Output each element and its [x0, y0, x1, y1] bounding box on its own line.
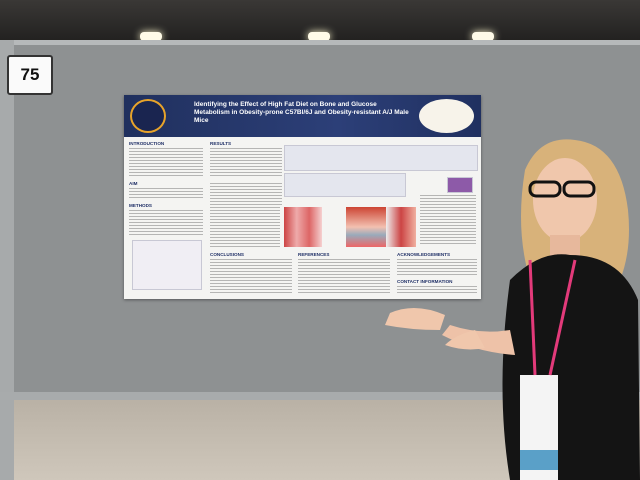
presenter	[385, 139, 640, 480]
lanyard	[528, 259, 537, 376]
hand	[445, 330, 485, 350]
section-heading: CONTACT INFORMATION	[397, 279, 453, 284]
glasses	[562, 180, 596, 198]
figure	[284, 173, 406, 197]
lanyard	[548, 259, 577, 376]
poster-header: Identifying the Effect of High Fat Diet …	[124, 95, 481, 137]
board-post	[0, 40, 14, 480]
poster: Identifying the Effect of High Fat Diet …	[124, 95, 481, 299]
neck	[550, 235, 580, 260]
section-heading: REFERENCES	[298, 252, 330, 257]
text-block	[210, 207, 280, 247]
text-block	[129, 148, 203, 178]
text-block	[210, 148, 282, 178]
text-block	[397, 286, 477, 294]
section-heading: AIM	[129, 181, 138, 186]
figure	[132, 240, 202, 290]
face	[533, 158, 597, 242]
lamp	[140, 32, 162, 41]
board-rail	[0, 392, 640, 400]
logo	[419, 99, 474, 133]
text-block	[298, 259, 390, 293]
section-heading: ACKNOWLEDGEMENTS	[397, 252, 451, 257]
board-number: 75	[7, 55, 53, 95]
text-block	[397, 259, 477, 277]
hand	[385, 307, 445, 330]
section-heading: CONCLUSIONS	[210, 252, 244, 257]
text-block	[129, 210, 203, 235]
lamp	[308, 32, 330, 41]
heatmap	[346, 207, 386, 247]
section-heading: RESULTS	[210, 141, 232, 146]
heatmap	[386, 207, 416, 247]
logo	[130, 99, 166, 133]
text-block	[210, 259, 292, 293]
text-block	[129, 188, 203, 200]
heatmap	[284, 207, 322, 247]
figure	[447, 177, 473, 193]
lamp	[472, 32, 494, 41]
text-block	[420, 195, 476, 245]
figure	[284, 145, 478, 171]
badge-ribbon	[520, 450, 558, 470]
section-heading: INTRODUCTION	[129, 141, 165, 146]
text-block	[210, 183, 282, 205]
glasses	[528, 180, 562, 198]
section-heading: METHODS	[129, 203, 152, 208]
poster-title: Identifying the Effect of High Fat Diet …	[194, 101, 409, 124]
